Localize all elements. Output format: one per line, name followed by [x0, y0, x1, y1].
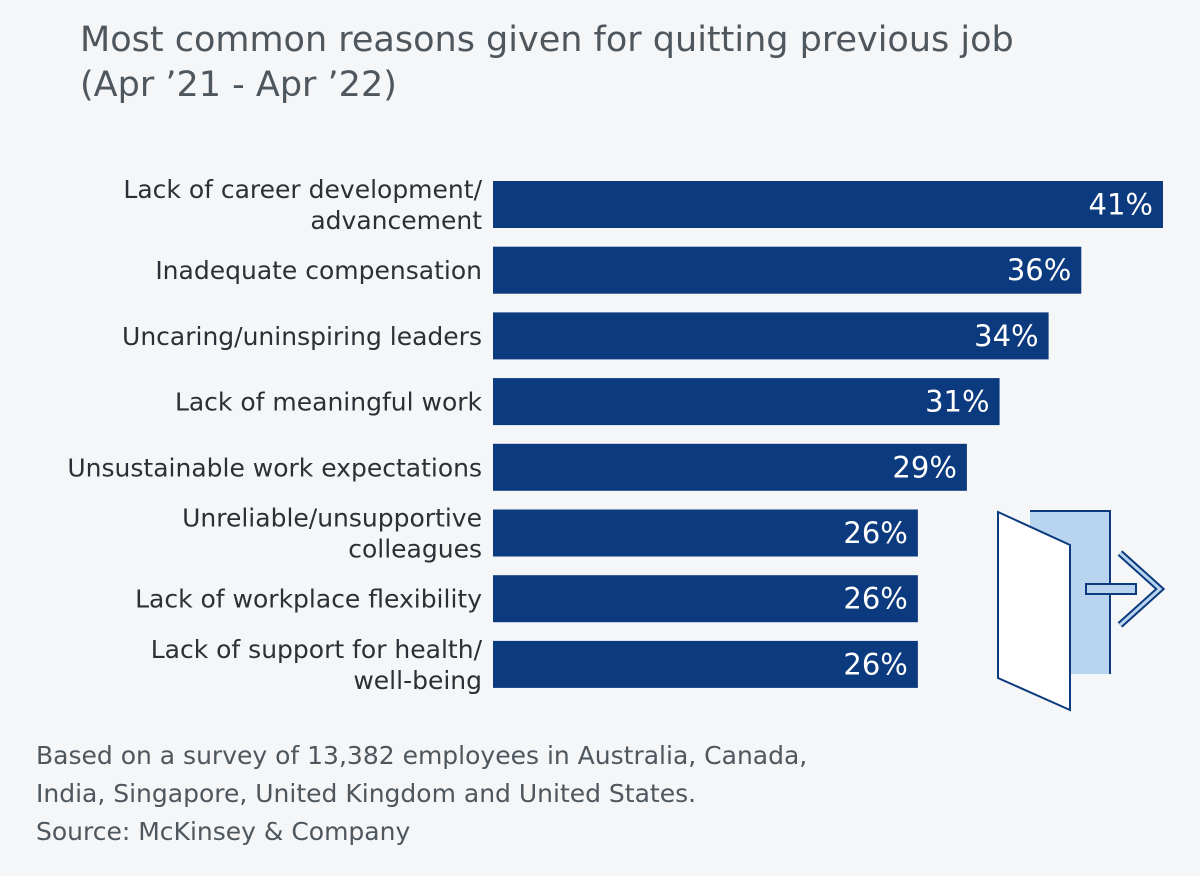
bar-value-label-8: 26%	[843, 647, 907, 681]
chart-title: Most common reasons given for quitting p…	[80, 18, 1160, 108]
bar-5	[493, 443, 967, 491]
category-label-3: Uncaring/uninspiring leaders	[122, 322, 482, 351]
exit-door-arrow-icon	[997, 510, 1166, 712]
bar-7	[493, 575, 918, 623]
category-label-7: Lack of workplace flexibility	[135, 585, 482, 614]
chart-title-line-1: Most common reasons given for quitting p…	[80, 20, 1014, 60]
bar-value-label-1: 41%	[1089, 188, 1153, 222]
category-label-5: Unsustainable work expectations	[67, 453, 482, 482]
category-label-4: Lack of meaningful work	[175, 388, 483, 417]
chart-footer: Based on a survey of 13,382 employees in…	[36, 737, 936, 851]
bar-1	[493, 181, 1163, 228]
category-label-2: Inadequate compensation	[155, 256, 482, 285]
category-label-8-line-1: Lack of support for health/	[151, 635, 483, 664]
bar-8	[493, 640, 918, 688]
bar-6	[493, 509, 918, 557]
bar-value-label-5: 29%	[892, 450, 956, 484]
category-label-6-line-1: Unreliable/unsupportive	[182, 504, 482, 533]
bar-value-label-2: 36%	[1007, 253, 1071, 287]
chart-title-line-2: (Apr ’21 - Apr ’22)	[80, 65, 397, 105]
survey-note-line-1: Based on a survey of 13,382 employees in…	[36, 741, 808, 770]
category-label-1-line-2: advancement	[310, 206, 482, 235]
source-note: Source: McKinsey & Company	[36, 817, 411, 846]
bar-4	[493, 378, 1000, 426]
bar-2	[493, 246, 1082, 294]
bar-value-label-3: 34%	[974, 319, 1038, 353]
bar-chart: 41% Lack of career development/advancemen…	[67, 175, 1166, 712]
bar-value-label-4: 31%	[925, 385, 989, 419]
bars-group: 41% Lack of career development/advancemen…	[67, 175, 1163, 695]
bar-value-label-7: 26%	[843, 582, 907, 616]
category-label-1-line-1: Lack of career development/	[123, 175, 482, 204]
survey-note-line-2: India, Singapore, United Kingdom and Uni…	[36, 779, 697, 808]
bar-3	[493, 312, 1049, 360]
category-label-6-line-2: colleagues	[348, 535, 482, 564]
bar-value-label-6: 26%	[843, 516, 907, 550]
category-label-8-line-2: well-being	[353, 666, 482, 695]
